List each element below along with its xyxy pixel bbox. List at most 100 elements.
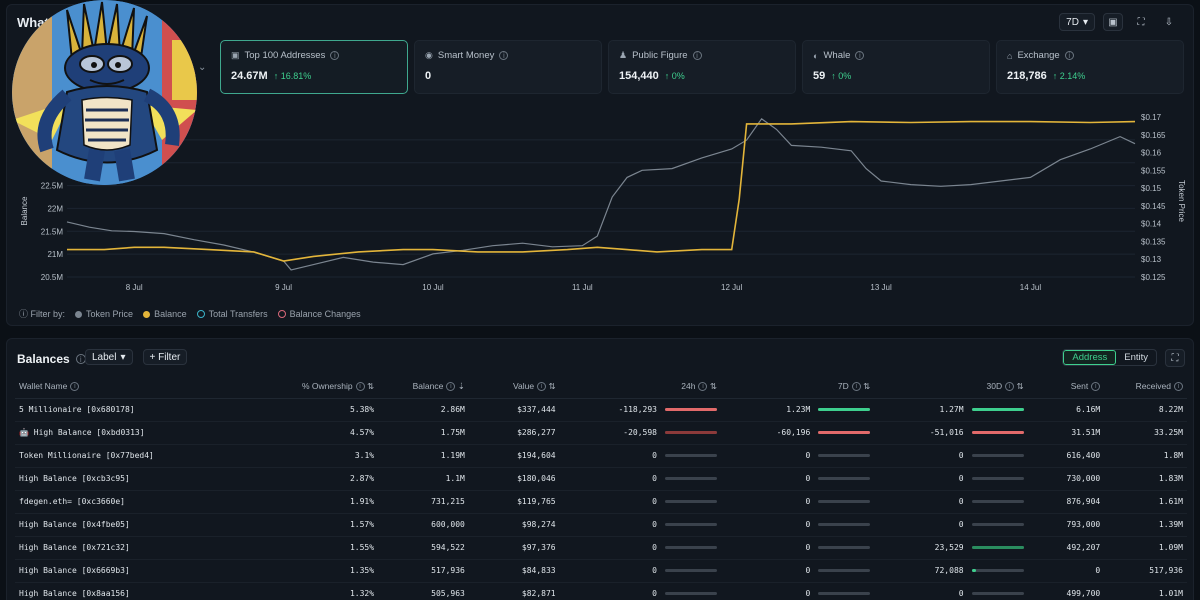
cell-value: 0 [805, 497, 811, 506]
change-bar [818, 546, 871, 549]
wallet-name[interactable]: Token Millionaire [0x77bed4] [15, 444, 288, 468]
change-bar [664, 569, 717, 572]
col-sent[interactable]: Sent i [1027, 375, 1105, 399]
value: $82,871 [468, 582, 560, 600]
sort-desc-icon: ⇣ [457, 380, 465, 391]
table-row[interactable]: fdegen.eth= [0xc3660e] 1.91% 731,215 $119,7… [15, 490, 1187, 514]
change-bar [818, 477, 871, 480]
sent: 793,000 [1027, 513, 1105, 537]
cell-value: 0 [805, 566, 811, 575]
cell-value: 0 [805, 589, 811, 598]
col-value[interactable]: Value i ⇅ [468, 375, 560, 399]
change-bar [818, 408, 871, 411]
cell-value: 0 [652, 520, 657, 529]
balance-price-chart[interactable]: 20.5M21M21.5M22M22.5M23M23.5M$0.125$0.13… [7, 105, 1195, 301]
badge-icon: ▣ [231, 50, 240, 60]
y-tick-right: $0.165 [1141, 131, 1166, 140]
card-exchange[interactable]: ⌂ Exchange i 218,786 ↑ 2.14% [996, 40, 1184, 94]
received: 33.25M [1104, 421, 1187, 445]
received: 1.61M [1104, 490, 1187, 514]
info-icon[interactable]: i [499, 51, 509, 60]
timeframe-select[interactable]: 7D ▾ [1059, 13, 1095, 31]
col-30d[interactable]: 30D i ⇅ [874, 375, 1028, 399]
table-row[interactable]: Token Millionaire [0x77bed4] 3.1% 1.19M $19… [15, 444, 1187, 468]
balances-table: Wallet Name i % Ownership i ⇅ Balance i ⇣ V… [15, 375, 1187, 600]
balances-controls: Label ▾ + Filter [85, 349, 188, 365]
table-row[interactable]: 🤖 High Balance [0xbd0313] 4.57% 1.75M $286,… [15, 421, 1187, 445]
filter-total-transfers[interactable]: Total Transfers [196, 309, 268, 319]
dot-icon [143, 310, 151, 318]
y-tick-left: 20.5M [41, 273, 64, 282]
col-wallet-name[interactable]: Wallet Name i [15, 375, 288, 399]
balance: 594,522 [378, 536, 469, 560]
col-balance[interactable]: Balance i ⇣ [378, 375, 469, 399]
change-7d: 0 [720, 559, 875, 583]
info-icon[interactable]: i [692, 51, 702, 60]
change-bar [818, 500, 871, 503]
table-row[interactable]: High Balance [0x8aa156] 1.32% 505,963 $82,8… [15, 582, 1187, 600]
toggle-entity[interactable]: Entity [1124, 352, 1148, 363]
table-row[interactable]: High Balance [0x6669b3] 1.35% 517,936 $84,8… [15, 559, 1187, 583]
info-icon[interactable]: i [330, 51, 340, 60]
wallet-name[interactable]: 5 Millionaire [0x680178] [15, 398, 288, 422]
wallet-name[interactable]: High Balance [0x8aa156] [15, 582, 288, 600]
card-label: Exchange [1017, 50, 1060, 61]
calendar-icon[interactable]: ▣ [1103, 13, 1123, 31]
cell-value: -118,293 [618, 405, 657, 414]
table-row[interactable]: 5 Millionaire [0x680178] 5.38% 2.86M $337,4… [15, 398, 1187, 422]
card-change: ↑ 0% [664, 71, 685, 81]
wallet-name[interactable]: fdegen.eth= [0xc3660e] [15, 490, 288, 514]
add-filter-button[interactable]: + Filter [142, 349, 188, 365]
filter-balance[interactable]: Balance [143, 309, 187, 319]
card-value: 0 [425, 70, 432, 82]
balance: 2.86M [378, 398, 469, 422]
download-icon[interactable]: ⇩ [1164, 16, 1174, 28]
balances-title: Balances i [17, 352, 86, 366]
cell-value: 0 [958, 589, 964, 598]
col-24h[interactable]: 24h i ⇅ [559, 375, 721, 399]
label-dropdown[interactable]: Label ▾ [85, 349, 133, 365]
card-label: Public Figure [632, 50, 688, 61]
wallet-name[interactable]: High Balance [0x6669b3] [15, 559, 288, 583]
profile-avatar [12, 0, 197, 185]
card-change: ↑ 0% [831, 71, 852, 81]
x-tick: 14 Jul [1020, 283, 1042, 292]
cell-value: 0 [958, 451, 964, 460]
col-7d[interactable]: 7D i ⇅ [720, 375, 875, 399]
whale-icon: ◐ [813, 50, 819, 61]
wallet-name[interactable]: 🤖 High Balance [0xbd0313] [15, 421, 288, 445]
table-row[interactable]: High Balance [0xcb3c95] 2.87% 1.1M $180,046… [15, 467, 1187, 491]
cell-value: 0 [805, 520, 811, 529]
fullscreen-icon[interactable]: ⛶ [1165, 349, 1185, 367]
value: $84,833 [468, 559, 560, 583]
card-smart-money[interactable]: ◉ Smart Money i 0 [414, 40, 602, 94]
change-24h: 0 [559, 513, 721, 537]
y-axis-label-right: Token Price [1177, 180, 1186, 222]
change-bar [818, 569, 871, 572]
info-icon[interactable]: i [1064, 51, 1074, 60]
col-received[interactable]: Received i [1104, 375, 1187, 399]
toggle-address[interactable]: Address [1063, 350, 1117, 365]
filter-token-price[interactable]: Token Price [75, 309, 133, 319]
smart-money-icon: ◉ [425, 50, 433, 60]
change-30d: 0 [874, 582, 1028, 600]
chart-grid [67, 139, 1135, 278]
value: $119,765 [468, 490, 560, 514]
info-icon[interactable]: i [855, 51, 865, 60]
chevron-down-icon[interactable]: ⌄ [198, 62, 207, 73]
table-row[interactable]: High Balance [0x4fbe05] 1.57% 600,000 $98,2… [15, 513, 1187, 537]
col-ownership[interactable]: % Ownership i ⇅ [287, 375, 379, 399]
wallet-name[interactable]: High Balance [0x721c32] [15, 536, 288, 560]
card-public-figure[interactable]: ♟ Public Figure i 154,440 ↑ 0% [608, 40, 796, 94]
change-bar [664, 408, 717, 411]
filter-balance-changes[interactable]: Balance Changes [277, 309, 361, 319]
wallet-name[interactable]: High Balance [0xcb3c95] [15, 467, 288, 491]
card-whale[interactable]: ◐ Whale i 59 ↑ 0% [802, 40, 990, 94]
table-row[interactable]: High Balance [0x721c32] 1.55% 594,522 $97,3… [15, 536, 1187, 560]
info-icon: i [698, 382, 708, 391]
fullscreen-icon[interactable]: ⛶ [1137, 16, 1145, 28]
wallet-name[interactable]: High Balance [0x4fbe05] [15, 513, 288, 537]
change-7d: 0 [720, 582, 875, 600]
card-top-100[interactable]: ▣ Top 100 Addresses i 24.67M ↑ 16.81% [220, 40, 408, 94]
cell-value: -20,598 [623, 428, 657, 437]
